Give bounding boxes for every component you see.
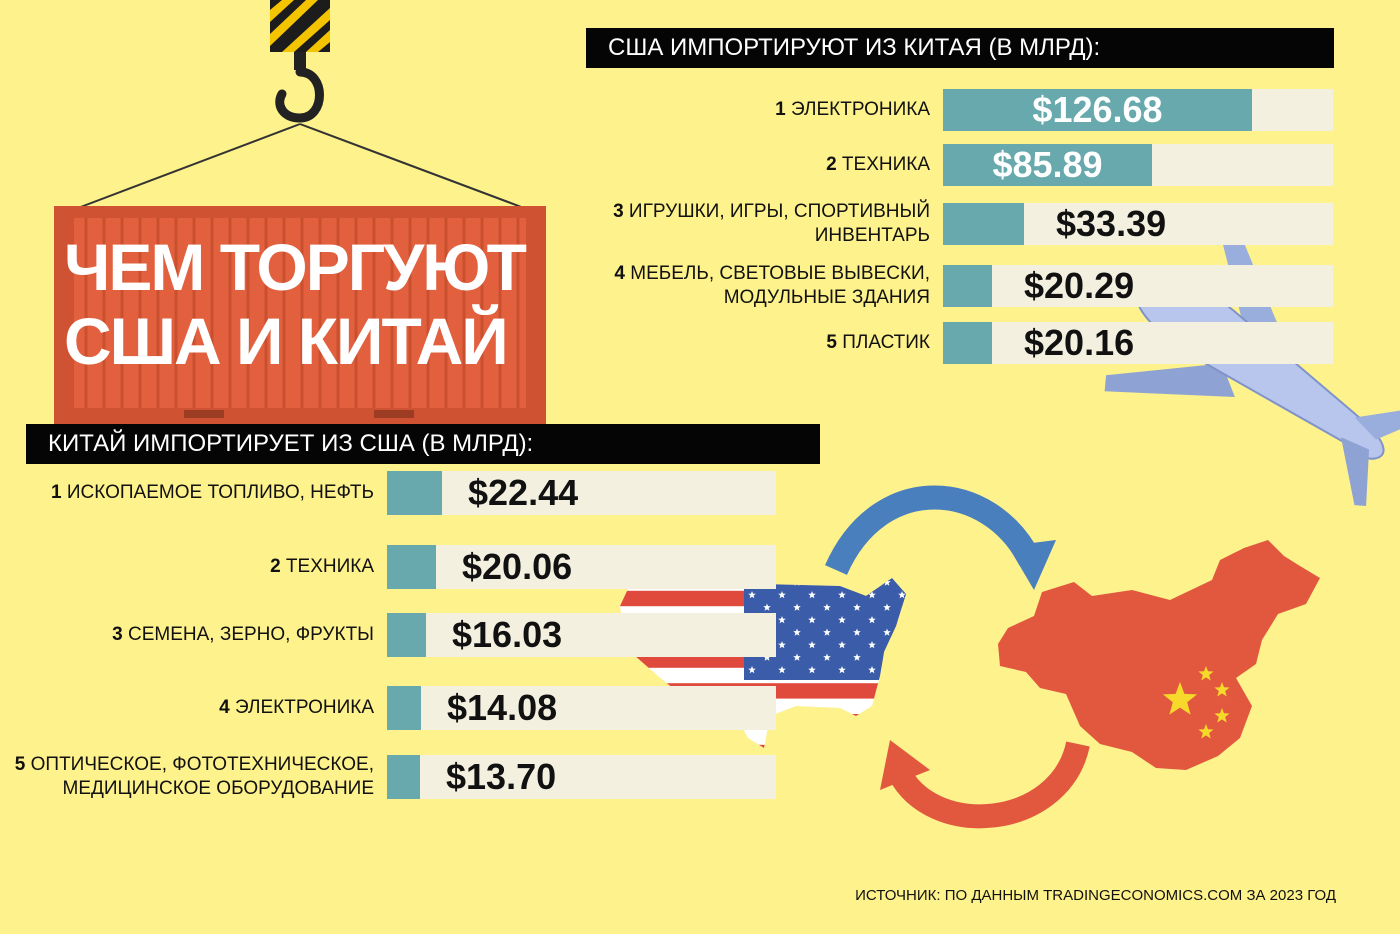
chart-title-china-imports: КИТАЙ ИМПОРТИРУЕТ ИЗ США (В МЛРД): [26,424,820,464]
category-label: 4 ЭЛЕКТРОНИКА [219,696,374,720]
category-rank: 4 [219,697,230,718]
category-text: ИНВЕНТАРЬ [814,225,930,246]
category-text: МЕДИЦИНСКОЕ ОБОРУДОВАНИЕ [62,778,374,799]
category-text: ЭЛЕКТРОНИКА [235,697,374,718]
bar [387,471,442,515]
data-label: $20.29 [1024,265,1135,306]
category-rank: 2 [270,556,281,577]
bar [387,686,421,730]
title-line-1: ЧЕМ ТОРГУЮТ [64,230,527,304]
category-label: 4 МЕБЕЛЬ, СВЕТОВЫЕ ВЫВЕСКИ, МОДУЛЬНЫЕ ЗДА… [614,262,930,310]
bar [387,613,426,657]
bar-track: $85.89 [943,144,1333,186]
category-rank: 3 [112,624,123,645]
data-label: $85.89 [992,144,1103,185]
crane-hook-icon [77,0,525,209]
category-label: 3 ИГРУШКИ, ИГРЫ, СПОРТИВНЫЙ ИНВЕНТАРЬ [613,200,930,248]
airplane-icon [1104,211,1400,507]
data-label: $20.06 [462,546,573,587]
category-label: 5 ПЛАСТИК [826,331,930,355]
bar-track: $22.44 [387,471,776,515]
source-note: ИСТОЧНИК: ПО ДАННЫМ TRADINGECONOMICS.COM… [855,887,1336,904]
arrow-china-to-us-icon [880,740,1090,829]
bar-track: $20.06 [387,545,776,589]
bar [943,89,1252,131]
bar-track: $13.70 [387,755,776,799]
data-label: $20.16 [1024,322,1135,363]
usa-flag-map-icon [620,574,906,748]
data-label: $33.39 [1056,203,1167,244]
title-line-2: США И КИТАЙ [64,304,509,378]
china-map-icon [998,540,1320,770]
category-text: СЕМЕНА, ЗЕРНО, ФРУКТЫ [128,624,374,645]
category-rank: 1 [775,99,786,120]
bar-track: $20.29 [943,265,1333,307]
category-rank: 2 [826,154,837,175]
category-label: 5 ОПТИЧЕСКОЕ, ФОТОТЕХНИЧЕСКОЕ, МЕДИЦИНСКО… [15,753,374,801]
data-label: $16.03 [452,614,563,655]
data-label: $14.08 [447,687,558,728]
arrow-us-to-china-icon [825,485,1056,590]
category-rank: 4 [614,263,625,284]
category-label: 1 ЭЛЕКТРОНИКА [775,98,930,122]
category-text: МЕБЕЛЬ, СВЕТОВЫЕ ВЫВЕСКИ, [630,263,930,284]
category-text: ТЕХНИКА [285,556,374,577]
category-label: 2 ТЕХНИКА [270,555,374,579]
category-text: ОПТИЧЕСКОЕ, ФОТОТЕХНИЧЕСКОЕ, [30,754,374,775]
bar-track: $16.03 [387,613,776,657]
category-text: ПЛАСТИК [842,332,930,353]
data-label: $13.70 [446,756,557,797]
data-label: $22.44 [468,472,579,513]
category-text: МОДУЛЬНЫЕ ЗДАНИЯ [723,287,930,308]
category-rank: 5 [14,754,26,775]
bar [943,322,992,364]
shipping-container-icon [54,206,546,424]
bar [943,265,992,307]
category-text: ТЕХНИКА [841,154,930,175]
bar [943,144,1152,186]
bar [387,545,436,589]
page-title: ЧЕМ ТОРГУЮТ США И КИТАЙ [64,230,534,378]
category-label: 1 ИСКОПАЕМОЕ ТОПЛИВО, НЕФТЬ [51,481,374,505]
bar [943,203,1024,245]
category-rank: 5 [826,332,837,353]
category-rank: 1 [51,482,62,503]
category-label: 2 ТЕХНИКА [826,153,930,177]
category-text: ЭЛЕКТРОНИКА [791,99,930,120]
category-text: ИСКОПАЕМОЕ ТОПЛИВО, НЕФТЬ [66,482,374,503]
bar [387,755,420,799]
category-text: ИГРУШКИ, ИГРЫ, СПОРТИВНЫЙ [628,201,930,222]
bar-track: $14.08 [387,686,776,730]
bar-track: $126.68 [943,89,1333,131]
bar-track: $33.39 [943,203,1333,245]
data-label: $126.68 [1032,89,1163,130]
category-label: 3 СЕМЕНА, ЗЕРНО, ФРУКТЫ [112,623,374,647]
chart-title-us-imports: США ИМПОРТИРУЮТ ИЗ КИТАЯ (В МЛРД): [586,28,1334,68]
category-rank: 3 [613,201,624,222]
bar-track: $20.16 [943,322,1333,364]
